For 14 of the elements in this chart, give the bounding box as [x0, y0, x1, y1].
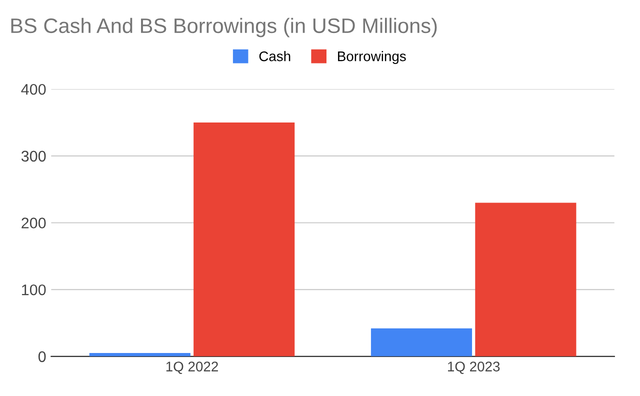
bar [194, 122, 295, 356]
bar [370, 328, 472, 356]
y-tick-label: 300 [21, 150, 46, 162]
x-tick-label: 1Q 2022 [166, 362, 218, 374]
x-tick-label: 1Q 2023 [448, 362, 500, 374]
y-tick-label: 100 [22, 284, 46, 296]
y-tick-label: 200 [22, 218, 46, 228]
chart-title: BS Cash And BS Borrowings (in USD Millions) [11, 18, 437, 38]
legend-label: Borrowings [338, 51, 406, 64]
y-tick-label: 0 [38, 351, 46, 362]
y-tick-label: 400 [21, 84, 46, 95]
bar [475, 202, 576, 356]
legend-label: Cash [259, 51, 290, 62]
bar [89, 353, 190, 356]
